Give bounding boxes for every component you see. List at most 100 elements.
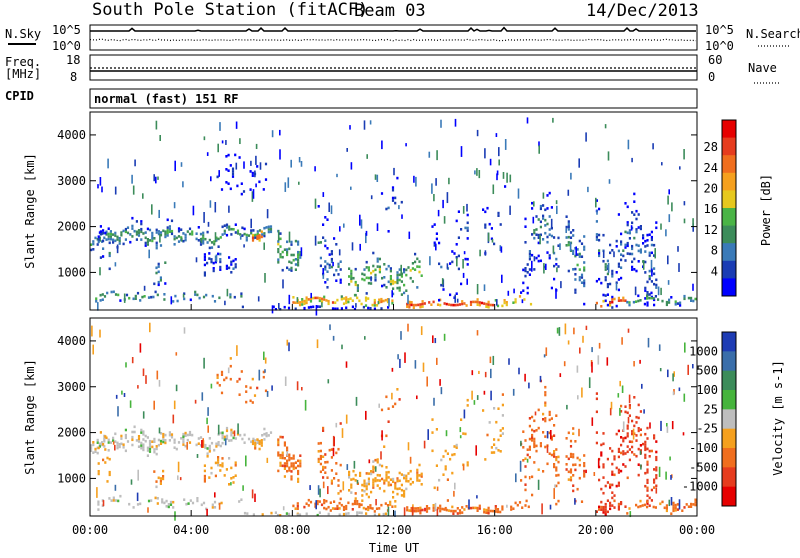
heatmap-cell [123, 393, 126, 397]
heatmap-cell [335, 269, 338, 272]
heatmap-cell [294, 258, 297, 261]
heatmap-cell [528, 250, 531, 253]
heatmap-cell [494, 505, 497, 508]
heatmap-cell [349, 125, 351, 130]
heatmap-cell [292, 301, 295, 304]
heatmap-cell [567, 243, 570, 247]
heatmap-cell [628, 303, 631, 307]
heatmap-cell [600, 443, 603, 447]
heatmap-cell [324, 268, 327, 271]
colorbar-tick-label: 24 [704, 161, 718, 175]
heatmap-cell [418, 474, 421, 477]
heatmap-cell [95, 300, 98, 303]
heatmap-cell [146, 240, 149, 244]
heatmap-cell [565, 215, 568, 218]
colorbar-tick-label: 500 [696, 364, 718, 378]
heatmap-cell [535, 233, 538, 236]
heatmap-cell [264, 178, 268, 181]
heatmap-cell [236, 432, 240, 436]
heatmap-cell [305, 299, 308, 302]
heatmap-cell [480, 301, 484, 305]
heatmap-cell [219, 268, 222, 271]
heatmap-cell [203, 263, 206, 267]
heatmap-cell [350, 486, 353, 489]
heatmap-cell [153, 440, 156, 443]
heatmap-cell [655, 221, 658, 224]
heatmap-cell [142, 368, 145, 377]
heatmap-cell [585, 325, 588, 331]
heatmap-cell [412, 303, 415, 307]
heatmap-cell [217, 456, 220, 459]
heatmap-cell [177, 240, 181, 243]
heatmap-cell [158, 209, 160, 219]
heatmap-cell [400, 488, 403, 492]
heatmap-cell [239, 138, 241, 145]
heatmap-cell [386, 298, 390, 301]
heatmap-cell [92, 344, 94, 355]
heatmap-cell [548, 254, 551, 257]
heatmap-cell [544, 208, 547, 212]
heatmap-cell [283, 444, 286, 447]
heatmap-cell [648, 233, 651, 236]
heatmap-cell [572, 463, 575, 467]
heatmap-cell [375, 499, 377, 506]
heatmap-cell [569, 455, 573, 458]
heatmap-cell [112, 439, 115, 442]
heatmap-cell [391, 405, 395, 408]
heatmap-cell [203, 469, 206, 473]
colorbar-tick-label: 25 [704, 402, 718, 416]
heatmap-cell [337, 262, 340, 266]
heatmap-cell [533, 229, 536, 232]
heatmap-cell [484, 210, 487, 214]
heatmap-cell [572, 427, 575, 430]
heatmap-cell [92, 441, 95, 444]
heatmap-cell [569, 231, 573, 234]
heatmap-cell [394, 196, 397, 200]
heatmap-cell [372, 264, 375, 268]
heatmap-cell [191, 230, 194, 233]
heatmap-cell [323, 298, 326, 301]
heatmap-cell [279, 514, 282, 517]
velocity-ylabel: Slant Range [km] [23, 359, 37, 475]
heatmap-cell [606, 457, 609, 461]
heatmap-cell [637, 505, 640, 509]
heatmap-cell [488, 421, 491, 424]
heatmap-cell [627, 417, 630, 424]
heatmap-cell [290, 462, 293, 465]
heatmap-cell [512, 301, 515, 304]
heatmap-cell [409, 276, 412, 280]
heatmap-cell [617, 213, 620, 216]
heatmap-cell [191, 233, 194, 236]
heatmap-cell [542, 418, 545, 421]
heatmap-cell [602, 293, 605, 297]
heatmap-cell [438, 241, 441, 245]
heatmap-cell [225, 264, 228, 268]
heatmap-cell [367, 306, 370, 310]
heatmap-cell [580, 255, 584, 258]
heatmap-cell [96, 441, 99, 444]
heatmap-cell [99, 293, 102, 297]
heatmap-cell [325, 299, 328, 302]
heatmap-cell [90, 243, 93, 246]
heatmap-cell [264, 162, 268, 166]
heatmap-cell [330, 260, 333, 264]
heatmap-cell [635, 439, 638, 442]
heatmap-cell [227, 367, 230, 374]
heatmap-cell [206, 152, 209, 156]
heatmap-cell [490, 368, 492, 379]
heatmap-cell [653, 303, 656, 307]
heatmap-cell [261, 233, 264, 236]
heatmap-cell [548, 215, 551, 218]
heatmap-cell [297, 250, 300, 254]
heatmap-cell [534, 411, 537, 416]
heatmap-cell [298, 157, 301, 163]
heatmap-cell [373, 301, 376, 305]
heatmap-cell [352, 469, 355, 473]
heatmap-cell [358, 502, 361, 506]
colorbar-tick-label: -100 [689, 441, 718, 455]
heatmap-cell [443, 216, 446, 224]
heatmap-cell [478, 303, 481, 307]
nsearch-series-line [89, 38, 697, 42]
heatmap-cell [186, 433, 189, 437]
heatmap-cell [166, 234, 169, 237]
